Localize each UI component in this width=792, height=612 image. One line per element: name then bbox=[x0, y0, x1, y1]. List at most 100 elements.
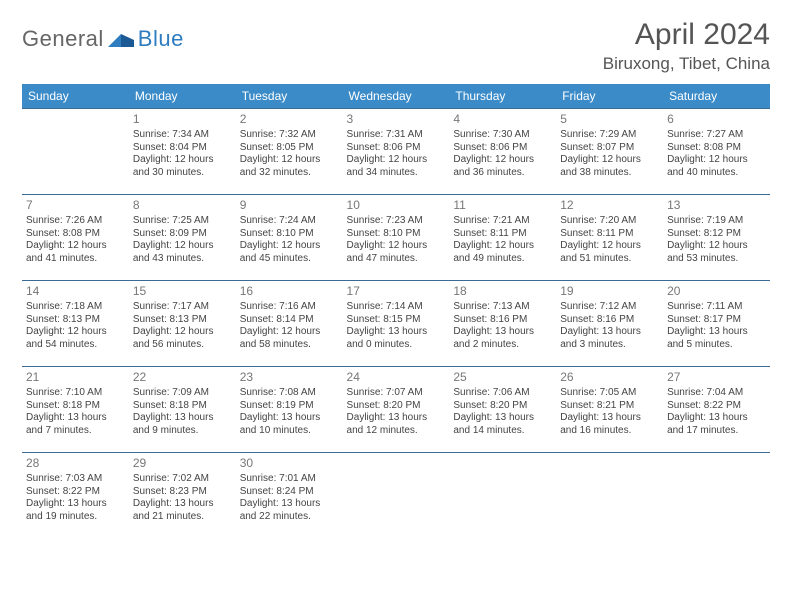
day-info: Sunrise: 7:32 AMSunset: 8:05 PMDaylight:… bbox=[240, 129, 339, 179]
day-info-line: and 17 minutes. bbox=[667, 425, 766, 438]
day-info-line: Sunrise: 7:26 AM bbox=[26, 215, 125, 228]
day-info-line: Sunrise: 7:13 AM bbox=[453, 301, 552, 314]
day-info-line: Daylight: 13 hours bbox=[667, 326, 766, 339]
weekday-header: Monday bbox=[129, 84, 236, 109]
day-info: Sunrise: 7:11 AMSunset: 8:17 PMDaylight:… bbox=[667, 301, 766, 351]
page-title: April 2024 bbox=[603, 18, 770, 52]
day-info-line: Sunrise: 7:30 AM bbox=[453, 129, 552, 142]
day-number: 23 bbox=[240, 370, 339, 385]
calendar-day-cell: 14Sunrise: 7:18 AMSunset: 8:13 PMDayligh… bbox=[22, 281, 129, 367]
day-info-line: Sunset: 8:06 PM bbox=[453, 142, 552, 155]
day-info-line: Sunset: 8:10 PM bbox=[240, 228, 339, 241]
day-number: 19 bbox=[560, 284, 659, 299]
calendar-empty-cell bbox=[22, 109, 129, 195]
day-info-line: Sunset: 8:08 PM bbox=[26, 228, 125, 241]
day-info-line: Sunrise: 7:27 AM bbox=[667, 129, 766, 142]
logo-general: General bbox=[22, 26, 104, 51]
day-info: Sunrise: 7:19 AMSunset: 8:12 PMDaylight:… bbox=[667, 215, 766, 265]
day-info-line: Sunrise: 7:11 AM bbox=[667, 301, 766, 314]
weekday-header: Wednesday bbox=[343, 84, 450, 109]
calendar-day-cell: 16Sunrise: 7:16 AMSunset: 8:14 PMDayligh… bbox=[236, 281, 343, 367]
day-info-line: Daylight: 13 hours bbox=[26, 412, 125, 425]
day-info: Sunrise: 7:05 AMSunset: 8:21 PMDaylight:… bbox=[560, 387, 659, 437]
day-info-line: Sunset: 8:04 PM bbox=[133, 142, 232, 155]
day-info-line: Sunset: 8:14 PM bbox=[240, 314, 339, 327]
day-info-line: Sunrise: 7:21 AM bbox=[453, 215, 552, 228]
day-number: 25 bbox=[453, 370, 552, 385]
day-info-line: and 5 minutes. bbox=[667, 339, 766, 352]
day-info-line: Daylight: 13 hours bbox=[26, 498, 125, 511]
day-info-line: Sunset: 8:16 PM bbox=[453, 314, 552, 327]
day-info-line: Daylight: 13 hours bbox=[240, 412, 339, 425]
day-number: 15 bbox=[133, 284, 232, 299]
day-info: Sunrise: 7:25 AMSunset: 8:09 PMDaylight:… bbox=[133, 215, 232, 265]
day-info: Sunrise: 7:23 AMSunset: 8:10 PMDaylight:… bbox=[347, 215, 446, 265]
day-number: 8 bbox=[133, 198, 232, 213]
logo-text: General bbox=[22, 26, 104, 52]
day-info-line: Sunset: 8:11 PM bbox=[560, 228, 659, 241]
day-number: 2 bbox=[240, 112, 339, 127]
day-number: 20 bbox=[667, 284, 766, 299]
day-info: Sunrise: 7:03 AMSunset: 8:22 PMDaylight:… bbox=[26, 473, 125, 523]
day-info-line: Sunset: 8:23 PM bbox=[133, 486, 232, 499]
day-info-line: Sunset: 8:15 PM bbox=[347, 314, 446, 327]
header: General Blue April 2024 Biruxong, Tibet,… bbox=[22, 18, 770, 74]
calendar-empty-cell bbox=[556, 453, 663, 539]
day-info-line: Sunrise: 7:06 AM bbox=[453, 387, 552, 400]
day-info-line: Daylight: 12 hours bbox=[560, 154, 659, 167]
day-info-line: Sunset: 8:16 PM bbox=[560, 314, 659, 327]
calendar-day-cell: 28Sunrise: 7:03 AMSunset: 8:22 PMDayligh… bbox=[22, 453, 129, 539]
calendar-day-cell: 24Sunrise: 7:07 AMSunset: 8:20 PMDayligh… bbox=[343, 367, 450, 453]
day-number: 9 bbox=[240, 198, 339, 213]
calendar-day-cell: 19Sunrise: 7:12 AMSunset: 8:16 PMDayligh… bbox=[556, 281, 663, 367]
day-info: Sunrise: 7:06 AMSunset: 8:20 PMDaylight:… bbox=[453, 387, 552, 437]
day-info: Sunrise: 7:14 AMSunset: 8:15 PMDaylight:… bbox=[347, 301, 446, 351]
day-info-line: and 3 minutes. bbox=[560, 339, 659, 352]
day-info-line: Daylight: 13 hours bbox=[560, 412, 659, 425]
day-info-line: and 41 minutes. bbox=[26, 253, 125, 266]
day-info-line: Sunset: 8:09 PM bbox=[133, 228, 232, 241]
calendar-day-cell: 8 Sunrise: 7:25 AMSunset: 8:09 PMDaylight… bbox=[129, 195, 236, 281]
calendar-day-cell: 21Sunrise: 7:10 AMSunset: 8:18 PMDayligh… bbox=[22, 367, 129, 453]
day-info: Sunrise: 7:21 AMSunset: 8:11 PMDaylight:… bbox=[453, 215, 552, 265]
day-info-line: and 10 minutes. bbox=[240, 425, 339, 438]
day-info-line: Sunrise: 7:14 AM bbox=[347, 301, 446, 314]
day-info-line: and 49 minutes. bbox=[453, 253, 552, 266]
day-info-line: Daylight: 12 hours bbox=[133, 154, 232, 167]
day-number: 18 bbox=[453, 284, 552, 299]
day-info-line: Daylight: 13 hours bbox=[667, 412, 766, 425]
day-info-line: Sunrise: 7:31 AM bbox=[347, 129, 446, 142]
day-info: Sunrise: 7:24 AMSunset: 8:10 PMDaylight:… bbox=[240, 215, 339, 265]
day-info-line: Sunset: 8:22 PM bbox=[667, 400, 766, 413]
weekday-header: Thursday bbox=[449, 84, 556, 109]
day-info-line: and 43 minutes. bbox=[133, 253, 232, 266]
day-info-line: Sunrise: 7:05 AM bbox=[560, 387, 659, 400]
day-info-line: and 38 minutes. bbox=[560, 167, 659, 180]
day-info-line: and 54 minutes. bbox=[26, 339, 125, 352]
day-info-line: Sunrise: 7:23 AM bbox=[347, 215, 446, 228]
day-info-line: and 7 minutes. bbox=[26, 425, 125, 438]
weekday-header: Friday bbox=[556, 84, 663, 109]
day-info-line: Daylight: 12 hours bbox=[240, 240, 339, 253]
day-info-line: Sunset: 8:07 PM bbox=[560, 142, 659, 155]
day-info-line: Daylight: 12 hours bbox=[26, 326, 125, 339]
weekday-header: Tuesday bbox=[236, 84, 343, 109]
day-number: 5 bbox=[560, 112, 659, 127]
logo: General Blue bbox=[22, 18, 184, 52]
day-info-line: and 9 minutes. bbox=[133, 425, 232, 438]
calendar-day-cell: 20 Sunrise: 7:11 AMSunset: 8:17 PMDayligh… bbox=[663, 281, 770, 367]
calendar-day-cell: 18Sunrise: 7:13 AMSunset: 8:16 PMDayligh… bbox=[449, 281, 556, 367]
day-info-line: and 12 minutes. bbox=[347, 425, 446, 438]
calendar-day-cell: 13Sunrise: 7:19 AMSunset: 8:12 PMDayligh… bbox=[663, 195, 770, 281]
day-info: Sunrise: 7:26 AMSunset: 8:08 PMDaylight:… bbox=[26, 215, 125, 265]
calendar-day-cell: 5 Sunrise: 7:29 AMSunset: 8:07 PMDaylight… bbox=[556, 109, 663, 195]
day-info-line: Sunrise: 7:29 AM bbox=[560, 129, 659, 142]
day-info-line: and 56 minutes. bbox=[133, 339, 232, 352]
day-number: 17 bbox=[347, 284, 446, 299]
day-info-line: and 16 minutes. bbox=[560, 425, 659, 438]
calendar-day-cell: 30Sunrise: 7:01 AMSunset: 8:24 PMDayligh… bbox=[236, 453, 343, 539]
day-info-line: Sunset: 8:24 PM bbox=[240, 486, 339, 499]
day-info-line: Sunset: 8:08 PM bbox=[667, 142, 766, 155]
day-info-line: and 47 minutes. bbox=[347, 253, 446, 266]
day-number: 12 bbox=[560, 198, 659, 213]
